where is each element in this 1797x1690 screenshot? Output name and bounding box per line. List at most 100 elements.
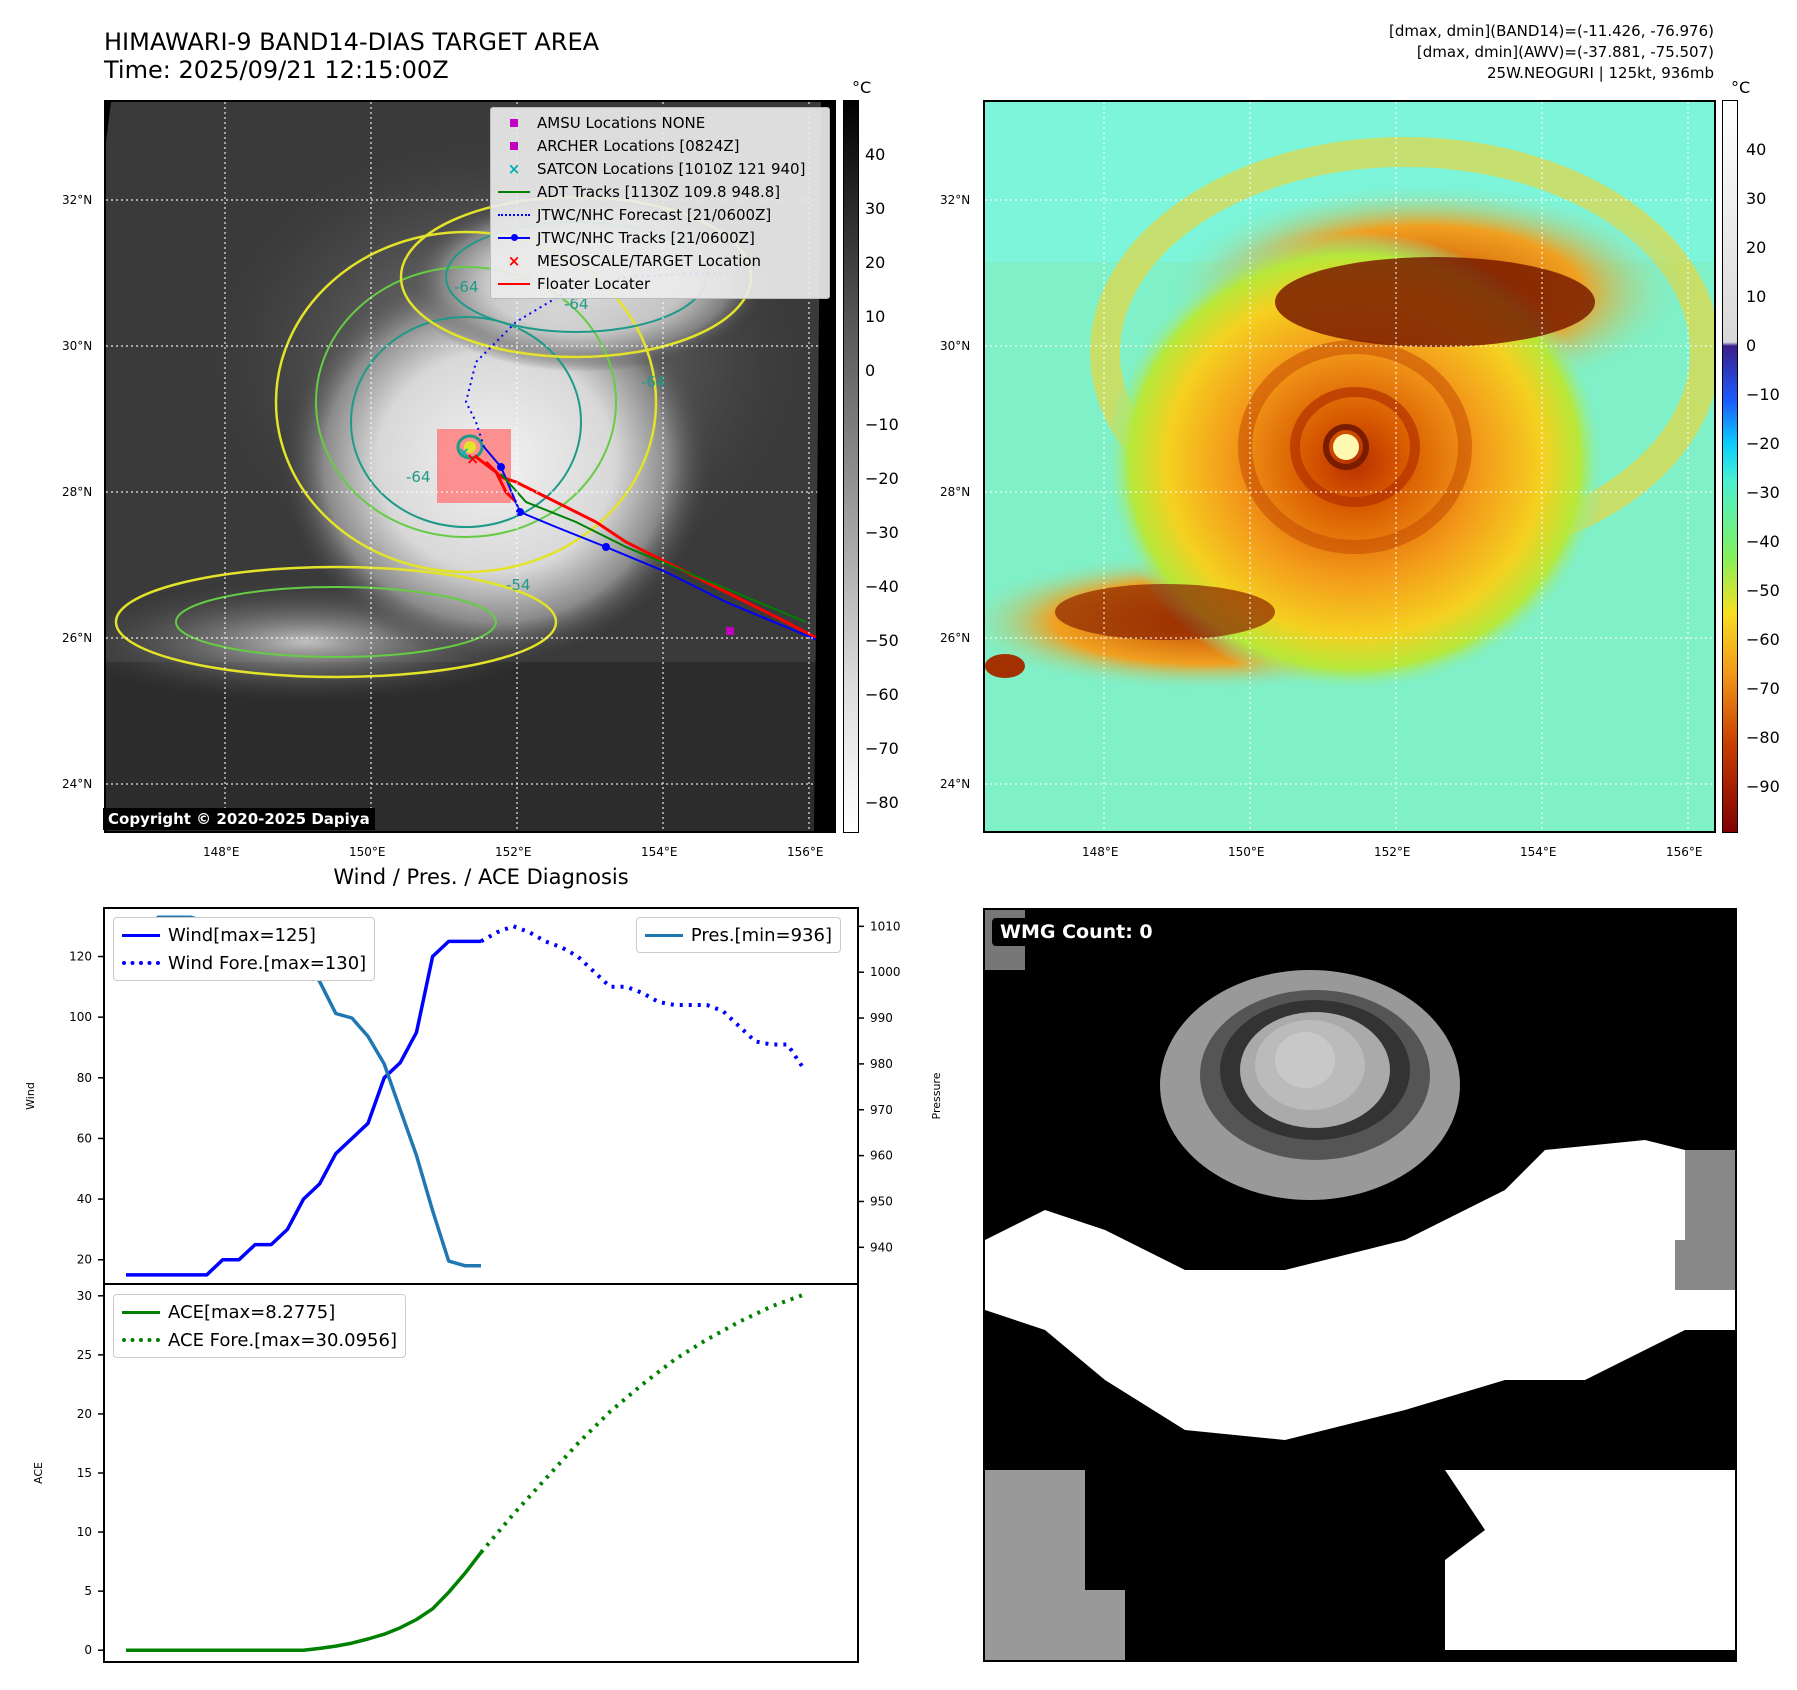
legend-item-pressure: Pres.[min=936] xyxy=(637,921,840,949)
lon-label: 156°E xyxy=(1666,845,1703,859)
lat-label: 30°N xyxy=(62,339,93,353)
legend-item-ace-forecast: ACE Fore.[max=30.0956] xyxy=(114,1326,405,1354)
lon-label: 148°E xyxy=(203,845,240,859)
colorbar-tick-label: −70 xyxy=(1746,679,1780,698)
adt-line-icon xyxy=(498,190,530,193)
ace-axis-label: ACE xyxy=(32,1462,45,1484)
wind-line-icon xyxy=(122,933,160,937)
lon-label: 152°E xyxy=(495,845,532,859)
legend-item-floater: Floater Locater xyxy=(491,272,829,295)
legend-label: JTWC/NHC Tracks [21/0600Z] xyxy=(537,228,755,247)
ace-line-icon xyxy=(122,1310,160,1314)
colorbar-tick-label: −50 xyxy=(1746,581,1780,600)
legend-label: ACE Fore.[max=30.0956] xyxy=(168,1329,397,1351)
legend-item-satcon: × SATCON Locations [1010Z 121 940] xyxy=(491,157,829,180)
wmg-count-label: WMG Count: 0 xyxy=(992,918,1161,946)
lat-label: 30°N xyxy=(940,339,971,353)
archer-marker xyxy=(726,627,734,635)
wv-map-panel xyxy=(983,100,1716,833)
ir-colorbar-unit: °C xyxy=(852,78,872,97)
copyright-label: Copyright © 2020-2025 Dapiya xyxy=(103,808,375,830)
info-line3: 25W.NEOGURI | 125kt, 936mb xyxy=(1486,64,1714,82)
figure-title-line1: HIMAWARI-9 BAND14-DIAS TARGET AREA xyxy=(104,28,600,56)
legend-label: ARCHER Locations [0824Z] xyxy=(537,136,740,155)
ace-legend: ACE[max=8.2775] ACE Fore.[max=30.0956] xyxy=(113,1294,406,1358)
lon-label: 154°E xyxy=(641,845,678,859)
wv-colorbar xyxy=(1722,100,1738,833)
lat-label: 28°N xyxy=(940,485,971,499)
lat-label: 28°N xyxy=(62,485,93,499)
legend-item-wind-forecast: Wind Fore.[max=130] xyxy=(114,949,374,977)
ace-series-line xyxy=(126,1551,483,1652)
wv-map-image xyxy=(985,102,1714,831)
legend-label: Floater Locater xyxy=(537,274,651,293)
lat-label: 26°N xyxy=(940,631,971,645)
legend-label: AMSU Locations NONE xyxy=(537,113,706,132)
map-gridlines xyxy=(985,102,1714,831)
contour-label: -64 xyxy=(406,468,431,486)
colorbar-tick-label: −40 xyxy=(865,577,899,596)
ace-tick-label: 15 xyxy=(77,1466,92,1480)
lon-label: 150°E xyxy=(1228,845,1265,859)
wmg-panel xyxy=(983,908,1737,1662)
archer-square-icon xyxy=(510,141,518,150)
colorbar-tick-label: 20 xyxy=(865,253,886,272)
colorbar-tick-label: 0 xyxy=(865,361,876,380)
colorbar-tick-label: −80 xyxy=(865,793,899,812)
colorbar-tick-label: −70 xyxy=(865,739,899,758)
floater-line-icon xyxy=(498,282,530,285)
track-line-dot-icon xyxy=(498,233,530,241)
wind-tick-label: 40 xyxy=(77,1192,92,1206)
ir-colorbar xyxy=(843,100,859,833)
contour-label: -64 xyxy=(564,295,589,313)
pressure-tick-label: 980 xyxy=(870,1057,893,1071)
ace-tick-label: 20 xyxy=(77,1407,92,1421)
ace-forecast-series-line xyxy=(479,1292,805,1554)
legend-item-jtwc-forecast: JTWC/NHC Forecast [21/0600Z] xyxy=(491,203,829,226)
lat-label: 24°N xyxy=(940,777,971,791)
legend-item-adt: ADT Tracks [1130Z 109.8 948.8] xyxy=(491,180,829,203)
pressure-tick-label: 970 xyxy=(870,1103,893,1117)
colorbar-tick-label: −20 xyxy=(865,469,899,488)
colorbar-tick-label: −10 xyxy=(1746,385,1780,404)
target-x-icon: × xyxy=(507,251,521,270)
map-legend: AMSU Locations NONE ARCHER Locations [08… xyxy=(490,107,830,299)
wind-legend: Wind[max=125] Wind Fore.[max=130] xyxy=(113,917,376,981)
colorbar-tick-label: −20 xyxy=(1746,434,1780,453)
colorbar-tick-label: 30 xyxy=(865,199,886,218)
lon-label: 150°E xyxy=(349,845,386,859)
diagnosis-title: Wind / Pres. / ACE Diagnosis xyxy=(333,865,629,889)
colorbar-tick-label: −60 xyxy=(1746,630,1780,649)
colorbar-tick-label: 0 xyxy=(1746,336,1757,355)
colorbar-tick-label: 20 xyxy=(1746,238,1767,257)
pressure-tick-label: 990 xyxy=(870,1011,893,1025)
colorbar-tick-label: 10 xyxy=(865,307,886,326)
legend-label: SATCON Locations [1010Z 121 940] xyxy=(537,159,806,178)
colorbar-tick-label: −60 xyxy=(865,685,899,704)
colorbar-tick-label: −30 xyxy=(865,523,899,542)
legend-item-archer: ARCHER Locations [0824Z] xyxy=(491,134,829,157)
wind-dotted-icon xyxy=(122,961,160,965)
ace-dotted-icon xyxy=(122,1338,160,1342)
legend-label: Wind Fore.[max=130] xyxy=(168,952,367,974)
pressure-line-icon xyxy=(644,933,683,937)
wind-tick-label: 120 xyxy=(69,950,92,964)
contour-label: -64 xyxy=(454,278,479,296)
lon-label: 154°E xyxy=(1520,845,1557,859)
pressure-tick-label: 940 xyxy=(870,1240,893,1254)
contour-label: -64 xyxy=(641,373,666,391)
wv-colorbar-unit: °C xyxy=(1731,78,1751,97)
pressure-axis-label: Pressure xyxy=(930,1072,943,1119)
colorbar-tick-label: 40 xyxy=(1746,140,1767,159)
colorbar-tick-label: −30 xyxy=(1746,483,1780,502)
wind-series-line xyxy=(126,939,481,1277)
legend-label: JTWC/NHC Forecast [21/0600Z] xyxy=(537,205,772,224)
figure-title-line2: Time: 2025/09/21 12:15:00Z xyxy=(104,56,449,84)
wmg-image xyxy=(985,910,1735,1660)
lon-label: 148°E xyxy=(1082,845,1119,859)
legend-item-wind: Wind[max=125] xyxy=(114,921,374,949)
legend-label: Pres.[min=936] xyxy=(690,924,832,946)
lat-label: 32°N xyxy=(940,193,971,207)
pressure-tick-label: 1000 xyxy=(870,965,901,979)
lat-label: 26°N xyxy=(62,631,93,645)
